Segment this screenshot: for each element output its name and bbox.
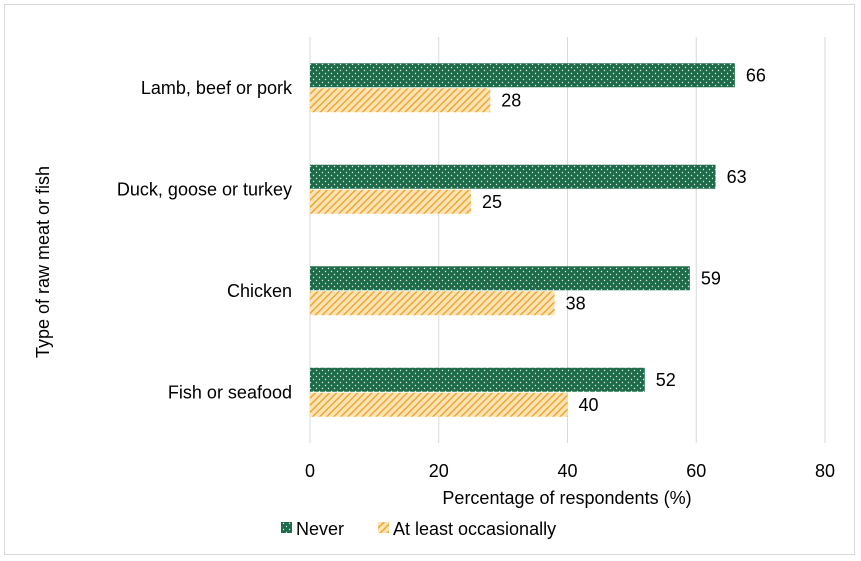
category-label: Fish or seafood (168, 382, 292, 402)
category-label: Lamb, beef or pork (141, 78, 293, 98)
bar-never (310, 266, 690, 291)
x-tick-label: 40 (557, 461, 577, 481)
legend-label-never: Never (296, 519, 344, 539)
bar-value-label: 40 (579, 395, 599, 415)
bar-never (310, 164, 716, 189)
x-tick-label: 80 (815, 461, 835, 481)
bar-occasionally (310, 392, 568, 417)
bar-value-label: 59 (701, 268, 721, 288)
bar-occasionally (310, 189, 471, 214)
bar-occasionally (310, 88, 491, 113)
bar-value-label: 25 (482, 192, 502, 212)
bar-value-label: 66 (746, 65, 766, 85)
bar-never (310, 63, 735, 88)
x-tick-label: 60 (686, 461, 706, 481)
bars (310, 63, 735, 417)
legend-label-occasionally: At least occasionally (393, 519, 556, 539)
chart-frame (4, 4, 855, 555)
x-tick-label: 0 (305, 461, 315, 481)
bar-value-label: 28 (501, 90, 521, 110)
bar-occasionally (310, 291, 555, 316)
y-axis-title: Type of raw meat or fish (33, 166, 53, 358)
x-tick-label: 20 (429, 461, 449, 481)
category-label: Chicken (227, 281, 292, 301)
bar-value-label: 63 (727, 167, 747, 187)
category-label: Duck, goose or turkey (117, 179, 292, 199)
x-axis-title: Percentage of respondents (%) (442, 488, 691, 508)
legend-swatch-occasionally (378, 522, 389, 533)
legend: Never At least occasionally (281, 519, 556, 539)
bar-value-label: 52 (656, 370, 676, 390)
legend-swatch-never (281, 522, 292, 533)
labels: 0 20 40 60 80 Lamb, beef or pork 66 28 Duck, goo… (117, 65, 835, 481)
bar-never (310, 367, 645, 392)
bar-value-label: 38 (566, 293, 586, 313)
